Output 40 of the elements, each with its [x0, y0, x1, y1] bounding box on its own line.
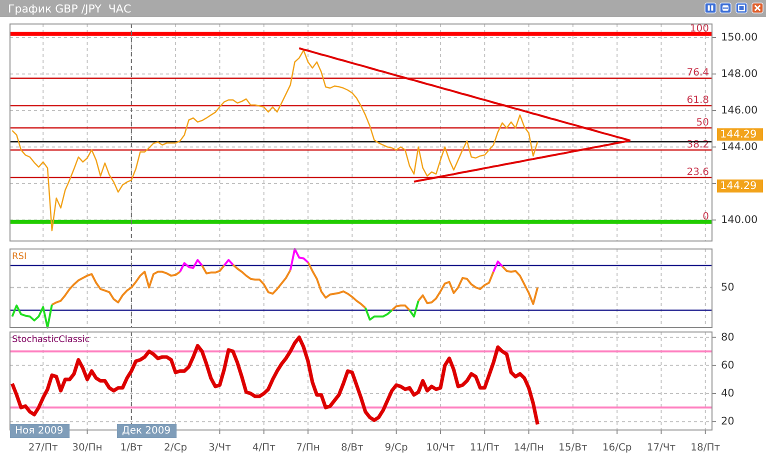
- y-tick-label: 150.00: [721, 32, 758, 44]
- y-tick-label: 40: [721, 387, 734, 400]
- annotation: Ноя 2009: [15, 426, 64, 436]
- x-tick-label: 9/Ср: [384, 442, 408, 454]
- chart-title: RSI: [12, 252, 27, 262]
- x-tick-label: 4/Пт: [252, 442, 276, 454]
- ref-line-label: 76.4: [686, 68, 709, 79]
- x-tick-label: 3/Чт: [208, 442, 232, 454]
- y-tick-label: 148.00: [721, 68, 758, 80]
- x-tick-label: 30/Пн: [72, 442, 102, 454]
- y-tick-label: 80: [721, 331, 734, 344]
- x-tick-label: 15/Вт: [558, 442, 588, 454]
- chart-title: График GBP /JPY ЧАС: [8, 2, 132, 16]
- x-tick-label: 2/Ср: [164, 442, 188, 454]
- ref-line-label: 144.29: [720, 128, 757, 141]
- x-tick-label: 16/Ср: [602, 442, 632, 454]
- x-tick-label: 14/Пн: [514, 442, 544, 454]
- ref-line-label: 100: [690, 23, 709, 34]
- text: 144.29: [720, 180, 757, 192]
- x-tick-label: 7/Пн: [296, 442, 320, 454]
- x-tick-label: 18/Пт: [690, 442, 720, 454]
- chart-title: StochasticClassic: [12, 335, 90, 345]
- y-tick-label: 140.00: [721, 214, 758, 226]
- x-tick-label: 11/Пт: [470, 442, 500, 454]
- ref-line-label: 38.2: [686, 140, 709, 151]
- y-tick-label: 146.00: [721, 104, 758, 117]
- x-tick-label: 10/Чт: [426, 442, 456, 454]
- x-tick-label: 17/Чт: [646, 442, 676, 454]
- y-tick-label: 60: [721, 359, 734, 372]
- ref-line-label: 0: [702, 211, 709, 222]
- text: 50: [721, 282, 734, 294]
- y-tick-label: 144.00: [721, 141, 758, 154]
- ref-line-label: 61.8: [686, 95, 709, 106]
- x-tick-label: 8/Вт: [340, 442, 364, 454]
- annotation: Дек 2009: [122, 426, 171, 436]
- ref-line-label: 23.6: [686, 166, 709, 178]
- y-tick-label: 20: [721, 416, 734, 428]
- ref-line-label: 50: [696, 117, 709, 128]
- x-tick-label: 27/Пт: [28, 442, 58, 454]
- x-tick-label: 1/Вт: [120, 442, 143, 454]
